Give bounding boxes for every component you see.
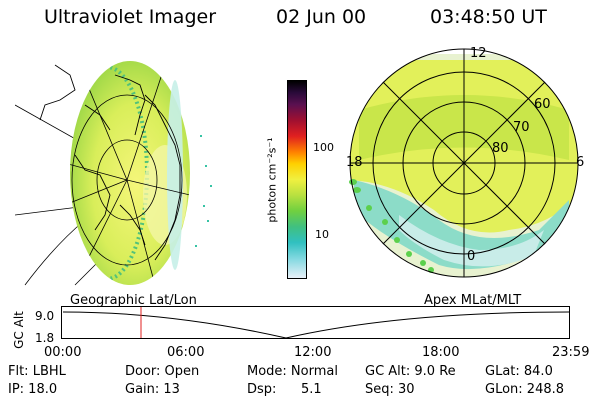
info-gc-alt: GC Alt: 9.0 Re	[365, 364, 456, 379]
altitude-curve	[62, 311, 570, 339]
colorbar-tick-10: 10	[315, 228, 329, 241]
instrument-title: Ultraviolet Imager	[44, 6, 217, 28]
info-glat: GLat: 84.0	[485, 364, 553, 379]
info-glon: GLon: 248.8	[485, 382, 565, 397]
coastlines	[39, 64, 181, 261]
info-dsp-value: 5.1	[301, 382, 322, 397]
lat-label-60: 60	[534, 97, 551, 112]
lat-label-80: 80	[492, 141, 509, 156]
mlt-label-6: 6	[576, 155, 585, 170]
xtick-0000: 00:00	[44, 345, 82, 360]
info-ip: IP: 18.0	[8, 382, 58, 397]
polar-plot	[349, 48, 579, 278]
time-label: 03:48:50 UT	[430, 6, 547, 28]
limb-glow	[167, 80, 183, 270]
scatter-points	[195, 135, 212, 247]
info-door: Door: Open	[125, 364, 200, 379]
colorbar	[287, 80, 307, 279]
mlt-label-0: 0	[467, 249, 476, 264]
polar-blobs	[349, 179, 434, 273]
info-dsp-label: Dsp:	[247, 382, 277, 397]
info-gain: Gain: 13	[125, 382, 180, 397]
mlt-label-18: 18	[346, 155, 363, 170]
lat-label-70: 70	[513, 120, 530, 135]
colorbar-unit-label: photon cm⁻²s⁻¹	[265, 137, 279, 223]
info-seq: Seq: 30	[365, 382, 415, 397]
altitude-plot	[61, 306, 570, 339]
polar-grid	[349, 48, 579, 278]
altitude-ytick-9: 9.0	[35, 309, 55, 323]
xtick-1200: 12:00	[294, 345, 332, 360]
altitude-ytick-1.8: 1.8	[35, 331, 55, 345]
geographic-image	[15, 61, 212, 286]
xtick-0600: 06:00	[167, 345, 205, 360]
geographic-title: Geographic Lat/Lon	[70, 293, 197, 308]
info-mode: Mode: Normal	[247, 364, 338, 379]
date-label: 02 Jun 00	[276, 6, 367, 28]
apex-title: Apex MLat/MLT	[424, 293, 522, 308]
info-flt: Flt: LBHL	[8, 364, 66, 379]
xtick-1800: 18:00	[422, 345, 460, 360]
mlt-label-12: 12	[470, 46, 487, 61]
altitude-ylabel: GC Alt	[12, 311, 26, 349]
xtick-2359: 23:59	[552, 345, 590, 360]
colorbar-tick-100: 100	[313, 141, 334, 154]
